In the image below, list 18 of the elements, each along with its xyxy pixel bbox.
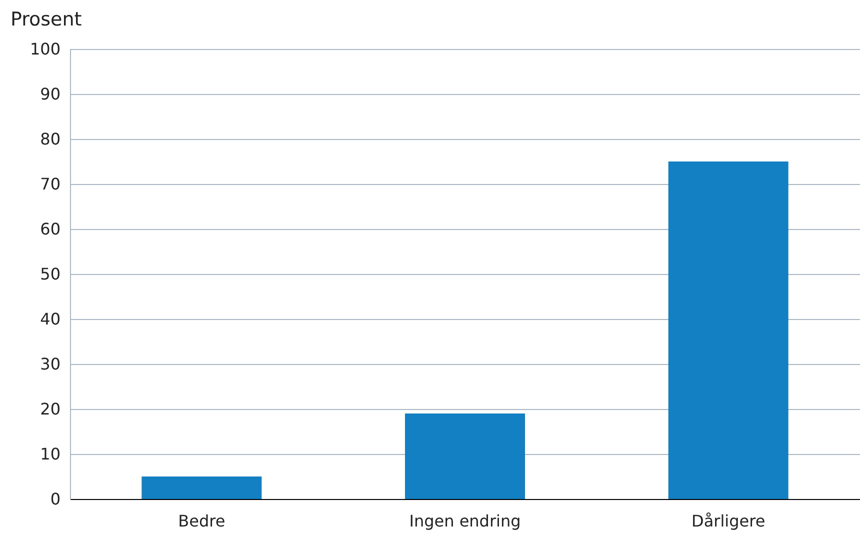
y-tick-label: 10: [40, 444, 60, 464]
y-tick-label: 90: [40, 84, 60, 104]
y-tick-label: 60: [40, 220, 60, 238]
bar: [668, 162, 788, 499]
y-tick-label: 30: [40, 354, 60, 374]
bar: [142, 476, 262, 499]
y-tick-label: 40: [40, 310, 60, 328]
y-tick-label: 100: [30, 40, 60, 58]
y-tick-label: 0: [50, 490, 60, 508]
bar: [405, 414, 525, 499]
x-tick-label: Dårligere: [691, 512, 766, 530]
y-tick-label: 20: [40, 400, 60, 418]
x-tick-label: Bedre: [178, 512, 226, 530]
y-tick-label: 50: [40, 264, 60, 284]
y-tick-label: 70: [40, 174, 60, 194]
x-tick-label: Ingen endring: [409, 512, 521, 530]
y-axis-title: Prosent: [10, 8, 82, 30]
y-tick-label: 80: [40, 130, 60, 148]
